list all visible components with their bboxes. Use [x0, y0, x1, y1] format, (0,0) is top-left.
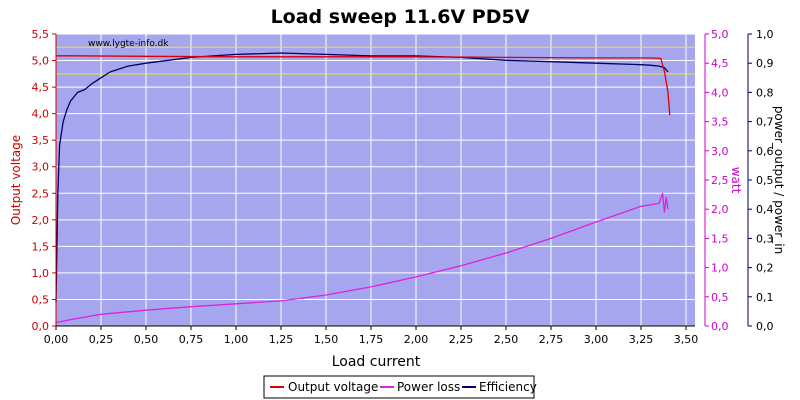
y-right2-tick-label-1: 0,1	[756, 291, 774, 304]
series-line-output-voltage	[56, 55, 671, 116]
y-right1-tick-label-3: 1,5	[711, 232, 729, 245]
y-right2-tick-label-8: 0,8	[756, 86, 774, 99]
y-left-tick-label-1: 0,5	[32, 293, 50, 306]
y-right1-tick-label-6: 3,0	[711, 145, 729, 158]
y-left-axis-label: Output voltage	[9, 135, 23, 225]
legend-box	[263, 375, 535, 399]
y-left-tick-label-3: 1,5	[32, 240, 50, 253]
x-tick-label-0: 0,00	[44, 333, 69, 346]
y-right1-tick-label-1: 0,5	[711, 291, 729, 304]
y-right1-tick-label-0: 0,0	[711, 320, 729, 333]
x-tick-label-4: 1,00	[224, 333, 249, 346]
x-tick-label-10: 2,50	[494, 333, 519, 346]
x-tick-label-7: 1,75	[359, 333, 384, 346]
y-left-tick-label-11: 5,5	[32, 28, 50, 41]
y-right2-tick-label-9: 0,9	[756, 57, 774, 70]
tick-labels: 0,00 0,25 0,50 0,75 1,00 1,25 1,50 1,75 2,00 2,25…	[32, 28, 774, 346]
y-right2-tick-label-3: 0,3	[756, 232, 774, 245]
y-right1-tick-label-2: 1,0	[711, 262, 729, 275]
grid-lines	[55, 33, 695, 327]
x-tick-label-12: 3,00	[584, 333, 609, 346]
x-tick-label-9: 2,25	[449, 333, 474, 346]
x-tick-label-11: 2,75	[539, 333, 564, 346]
y-left-tick-label-8: 4,0	[32, 108, 50, 121]
reference-lines	[56, 46, 695, 75]
y-right2-tick-label-5: 0,5	[756, 174, 774, 187]
watermark-text: www.lygte-info.dk	[88, 39, 169, 49]
y-right2-tick-label-10: 1,0	[756, 28, 774, 41]
y-right1-tick-label-8: 4,0	[711, 86, 729, 99]
x-tick-label-3: 0,75	[179, 333, 204, 346]
y-right1-axis-label: watt	[729, 167, 743, 194]
axes	[52, 33, 752, 330]
x-tick-label-6: 1,50	[314, 333, 339, 346]
legend-label-efficiency: Efficiency	[479, 380, 537, 394]
y-left-tick-label-5: 2,5	[32, 187, 50, 200]
x-tick-label-2: 0,50	[134, 333, 159, 346]
x-tick-label-1: 0,25	[89, 333, 114, 346]
x-tick-label-14: 3,50	[674, 333, 699, 346]
series-line-power-loss	[55, 192, 669, 324]
x-tick-label-13: 3,25	[629, 333, 654, 346]
y-left-tick-label-9: 4,5	[32, 81, 50, 94]
series-layer	[55, 52, 671, 324]
legend-label-power-loss: Power loss	[397, 380, 460, 394]
y-left-tick-label-7: 3,5	[32, 134, 50, 147]
y-right2-tick-label-2: 0,2	[756, 262, 774, 275]
chart-title: Load sweep 11.6V PD5V	[271, 6, 530, 28]
y-left-tick-label-0: 0,0	[32, 320, 50, 333]
series-line-efficiency	[55, 52, 669, 303]
y-right1-tick-label-4: 2,0	[711, 203, 729, 216]
y-right2-tick-label-6: 0,6	[756, 145, 774, 158]
y-left-tick-label-2: 1,0	[32, 267, 50, 280]
plot-area	[56, 34, 695, 326]
y-right2-axis-label: power_output / power_in	[772, 106, 786, 254]
y-right2-tick-label-0: 0,0	[756, 320, 774, 333]
x-axis-label: Load current	[332, 354, 421, 370]
y-right1-tick-label-5: 2,5	[711, 174, 729, 187]
x-tick-label-8: 2,00	[404, 333, 429, 346]
legend: Output voltage Power loss Efficiency	[263, 375, 537, 399]
y-left-tick-label-10: 5,0	[32, 55, 50, 68]
y-right2-tick-label-4: 0,4	[756, 203, 774, 216]
y-right1-tick-label-10: 5,0	[711, 28, 729, 41]
x-tick-label-5: 1,25	[269, 333, 294, 346]
y-left-tick-label-6: 3,0	[32, 161, 50, 174]
y-right1-tick-label-9: 4,5	[711, 57, 729, 70]
y-right2-tick-label-7: 0,7	[756, 116, 774, 129]
y-left-tick-label-4: 2,0	[32, 214, 50, 227]
y-right1-tick-label-7: 3,5	[711, 116, 729, 129]
legend-label-output-voltage: Output voltage	[288, 380, 378, 394]
